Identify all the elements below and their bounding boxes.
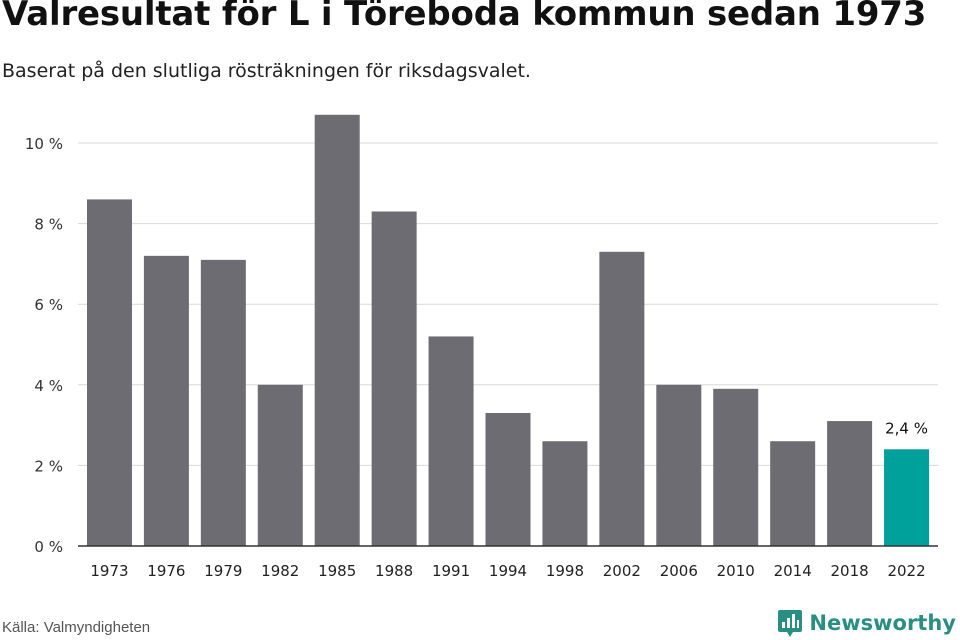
x-tick-label: 1982 [261,562,299,580]
y-tick-label: 10 % [25,135,63,153]
x-tick-label: 1998 [546,562,584,580]
bar [827,421,873,546]
bar [200,259,246,546]
x-tick-label: 1994 [489,562,527,580]
bar [713,388,759,546]
x-tick-label: 1988 [375,562,413,580]
newsworthy-logo-icon [778,610,803,637]
x-tick-label: 1976 [147,562,185,580]
brand-name: Newsworthy [809,611,956,635]
x-tick-label: 1991 [432,562,470,580]
chart-title: Valresultat för L i Töreboda kommun seda… [2,0,927,34]
bar [884,449,930,546]
bar [371,211,417,546]
bar [86,199,132,547]
bar [143,255,189,546]
x-tick-label: 1973 [90,562,128,580]
x-tick-label: 2010 [717,562,755,580]
x-tick-label: 2018 [831,562,869,580]
x-tick-label: 1985 [318,562,356,580]
y-tick-label: 8 % [34,216,63,234]
y-tick-label: 2 % [34,457,63,475]
bar [428,336,474,546]
bar [542,441,588,546]
source-note: Källa: Valmyndigheten [2,619,151,636]
y-tick-label: 0 % [34,538,63,556]
data-label: 2,4 % [885,419,928,437]
x-tick-label: 2014 [774,562,812,580]
x-tick-label: 2002 [603,562,641,580]
bar [485,413,531,546]
y-tick-label: 6 % [34,296,63,314]
bar-chart: 0 % 2 % 4 % 6 % 8 % 10 % 1973 1976 1979 1982 1985 1… [25,114,938,580]
bar [656,384,702,546]
x-tick-label: 1979 [204,562,242,580]
bar [599,251,645,546]
x-tick-label: 2006 [660,562,698,580]
bar [770,441,816,546]
x-tick-label: 2022 [887,562,925,580]
bar [314,114,360,546]
brand-logo: Newsworthy [777,608,956,638]
bar [257,384,303,546]
chart-subtitle: Baserat på den slutliga rösträkningen fö… [2,60,531,82]
y-tick-label: 4 % [34,377,63,395]
